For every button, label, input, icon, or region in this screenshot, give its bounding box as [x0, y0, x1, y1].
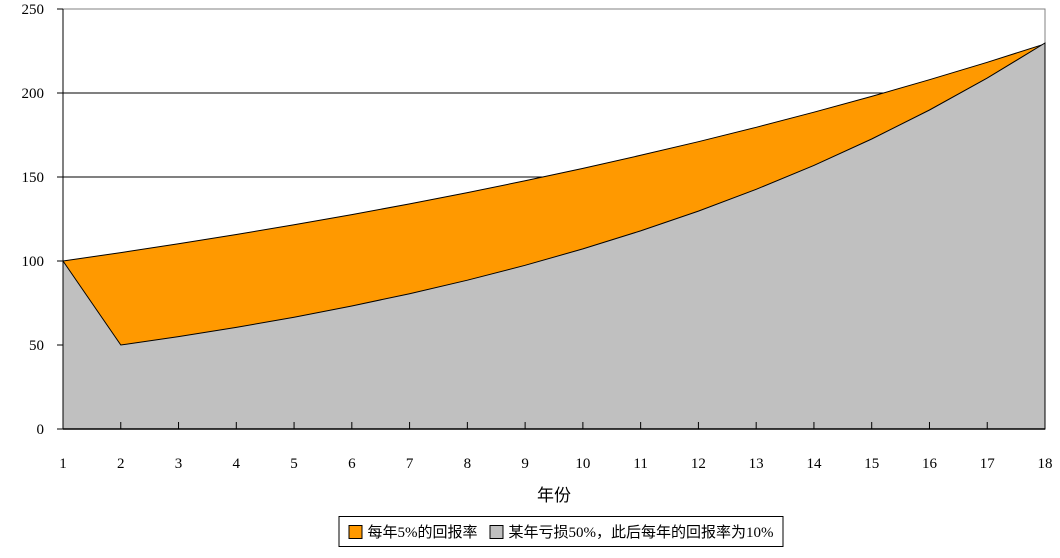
- x-tick-label: 4: [233, 456, 241, 472]
- x-tick-label: 17: [980, 456, 996, 472]
- y-tick-label: 0: [37, 422, 45, 438]
- legend-item-loss-then-10pct: 某年亏损50%，此后每年的回报率为10%: [489, 521, 774, 542]
- x-tick-label: 6: [348, 456, 356, 472]
- x-tick-label: 11: [633, 456, 647, 472]
- x-axis-title: 年份: [537, 486, 571, 505]
- x-tick-label: 10: [575, 456, 590, 472]
- legend-label-5pct-return: 每年5%的回报率: [367, 525, 478, 541]
- x-tick-label: 1: [59, 456, 67, 472]
- x-tick-label: 13: [749, 456, 764, 472]
- x-tick-label: 5: [290, 456, 298, 472]
- y-tick-label: 200: [22, 86, 45, 102]
- legend: 每年5%的回报率 某年亏损50%，此后每年的回报率为10%: [338, 516, 784, 547]
- y-tick-label: 100: [22, 254, 45, 270]
- x-tick-label: 3: [175, 456, 183, 472]
- x-tick-label: 7: [406, 456, 414, 472]
- x-tick-label: 16: [922, 456, 938, 472]
- y-tick-label: 250: [22, 2, 45, 18]
- legend-label-loss-then-10pct: 某年亏损50%，此后每年的回报率为10%: [508, 525, 774, 541]
- x-tick-label: 15: [864, 456, 879, 472]
- x-tick-label: 9: [521, 456, 529, 472]
- legend-swatch-orange-icon: [348, 524, 363, 539]
- x-tick-label: 18: [1038, 456, 1053, 472]
- legend-swatch-gray-icon: [489, 524, 504, 539]
- x-tick-label: 12: [691, 456, 706, 472]
- x-tick-label: 14: [806, 456, 822, 472]
- x-tick-label: 2: [117, 456, 125, 472]
- area-series-1: [62, 42, 1046, 430]
- legend-item-5pct-return: 每年5%的回报率: [348, 521, 478, 542]
- y-tick-label: 50: [29, 338, 44, 354]
- x-tick-label: 8: [464, 456, 472, 472]
- y-tick-label: 150: [22, 170, 45, 186]
